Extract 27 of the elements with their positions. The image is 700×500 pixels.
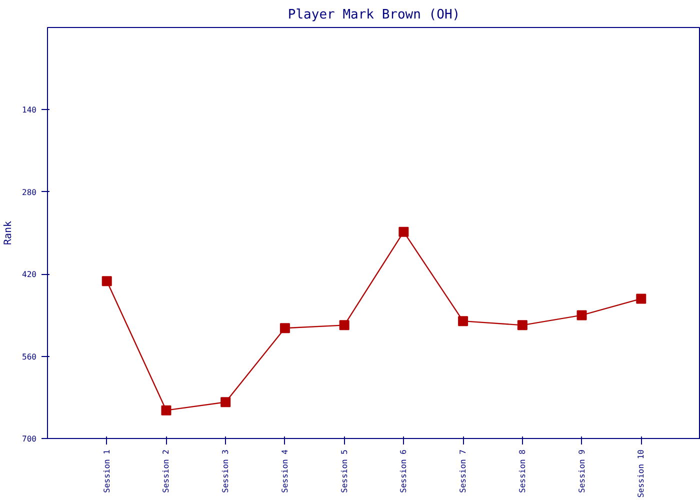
point bbox=[636, 294, 646, 304]
chart-title: Player Mark Brown (OH) bbox=[288, 8, 460, 22]
point bbox=[280, 323, 290, 334]
x-tick-label: Session 2 bbox=[162, 449, 171, 493]
point bbox=[517, 320, 528, 330]
y-tick-label: 280 bbox=[22, 188, 37, 197]
point bbox=[220, 397, 231, 408]
x-tick-label: Session 1 bbox=[102, 449, 112, 493]
y-tick-label: 420 bbox=[22, 270, 37, 280]
point bbox=[398, 226, 409, 237]
x-tick-label: Session 6 bbox=[399, 449, 408, 493]
x-tick-label: Session 4 bbox=[280, 449, 290, 493]
point bbox=[576, 310, 587, 320]
y-tick-label: 700 bbox=[22, 434, 37, 444]
point bbox=[102, 276, 112, 286]
x-tick-label: Session 3 bbox=[221, 449, 230, 493]
y-tick-label: 140 bbox=[22, 106, 37, 115]
point bbox=[339, 320, 350, 330]
y-axis-title: Rank bbox=[3, 220, 14, 246]
point bbox=[458, 316, 468, 326]
x-tick-label: Session 8 bbox=[518, 449, 527, 493]
x-tick-label: Session 10 bbox=[636, 449, 646, 498]
point bbox=[161, 405, 172, 416]
y-tick-label: 560 bbox=[22, 352, 37, 362]
x-tick-label: Session 5 bbox=[340, 449, 349, 493]
x-tick-label: Session 9 bbox=[577, 449, 586, 493]
x-tick-label: Session 7 bbox=[458, 449, 468, 493]
